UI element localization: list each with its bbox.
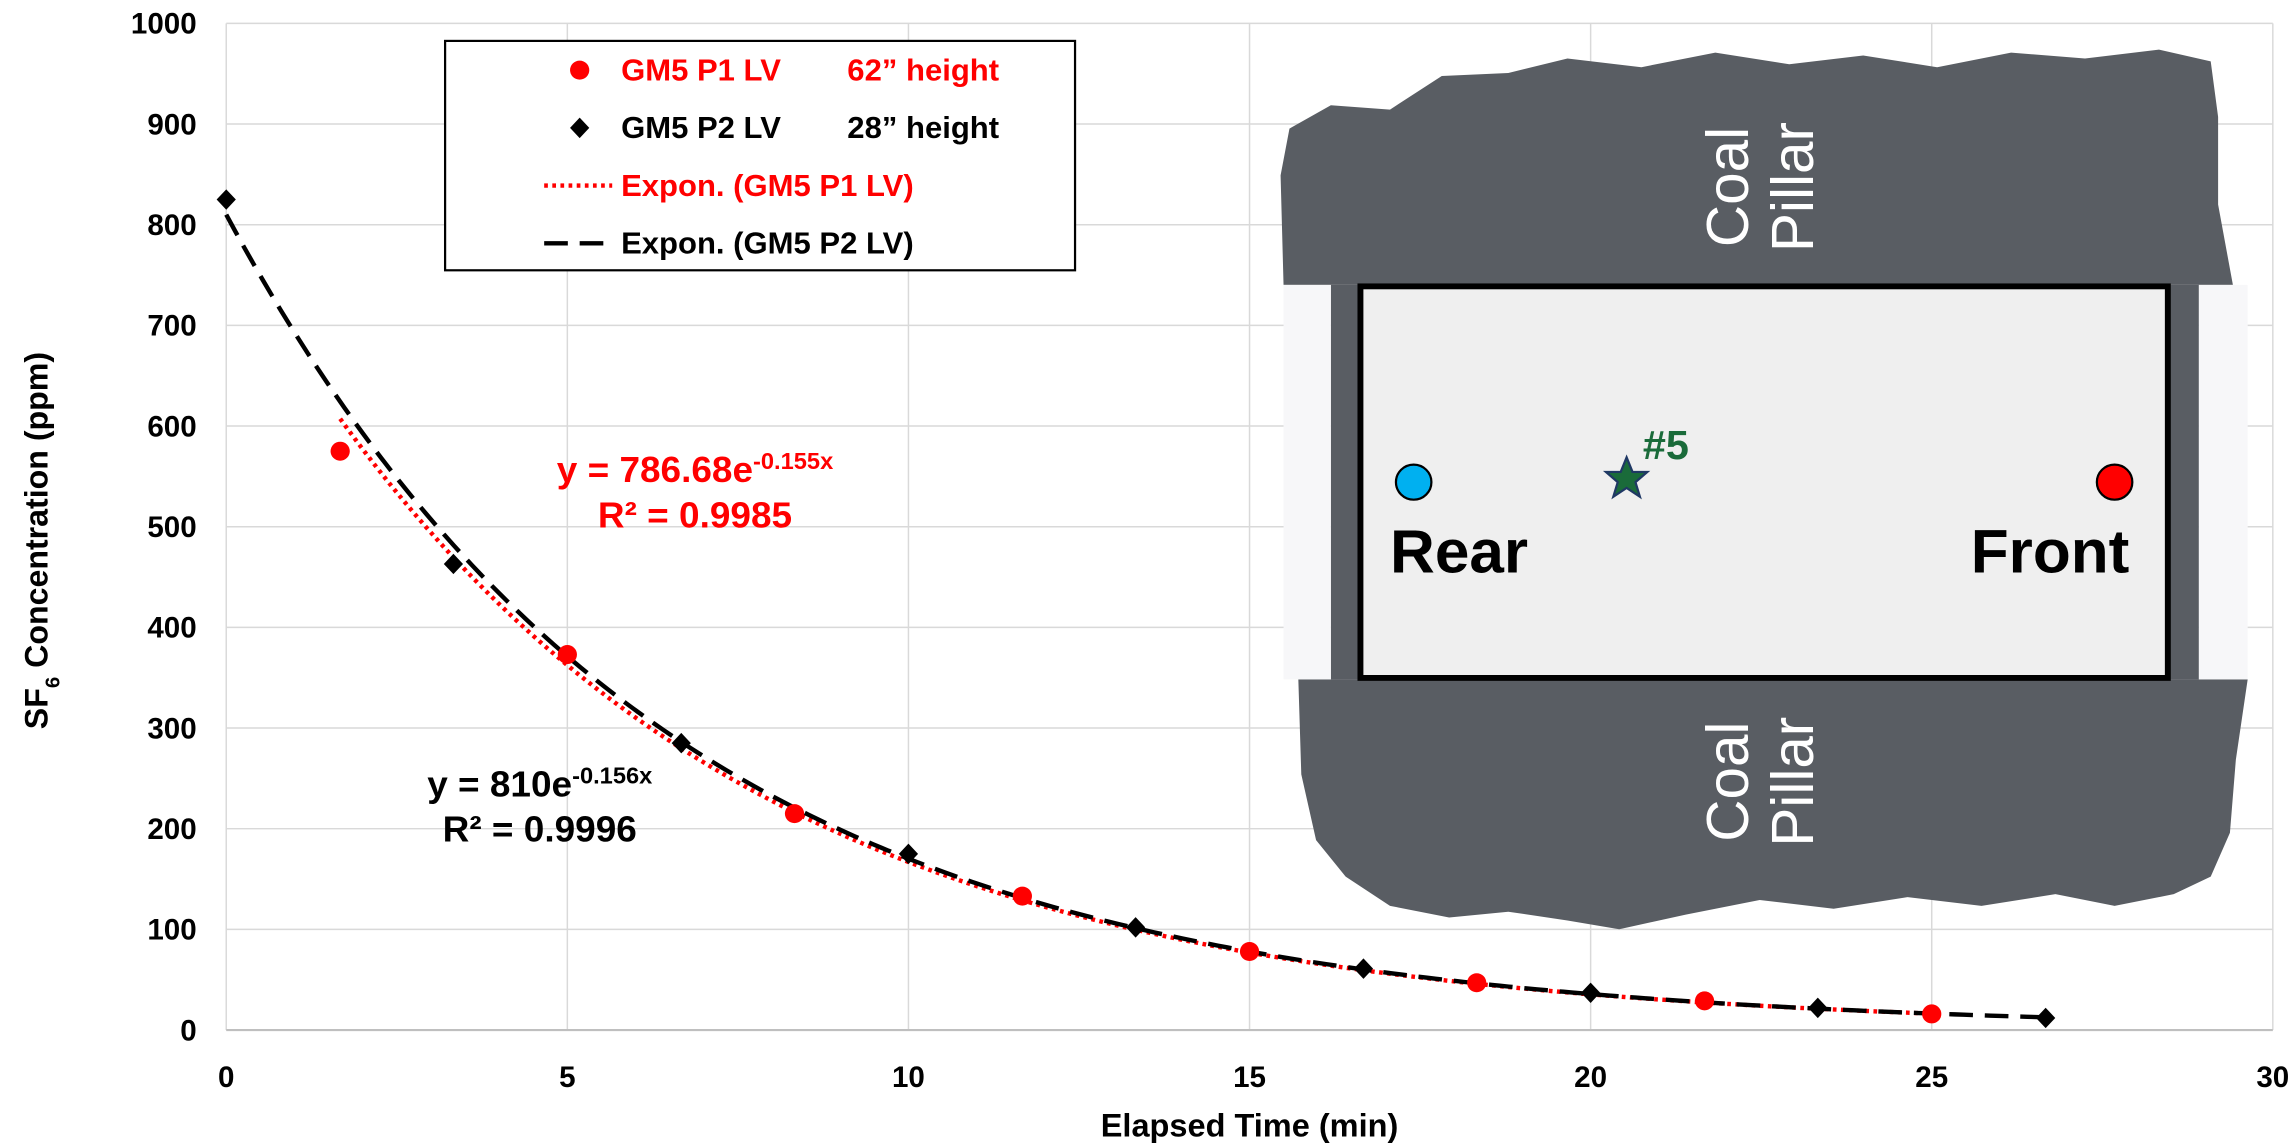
bottom-pillar-label: Coal Pillar (1696, 717, 1826, 847)
y-tick-label: 1000 (131, 8, 197, 41)
pillar-right-wall (2169, 284, 2199, 680)
y-axis-title-part: SF (18, 688, 54, 729)
y-tick-label: 300 (147, 712, 196, 745)
y-tick-label: 500 (147, 511, 196, 544)
y-tick-label: 800 (147, 209, 196, 242)
y-axis-title-part: Concentration (ppm) (18, 352, 54, 677)
data-point (898, 843, 919, 865)
y-tick-label: 600 (147, 410, 196, 443)
legend-label: Expon. (GM5 P2 LV) (621, 226, 914, 261)
coal-pillar-top (1280, 49, 2233, 285)
data-point (2036, 1007, 2056, 1029)
trend-r2: R² = 0.9996 (443, 809, 637, 850)
x-tick-label: 5 (559, 1061, 575, 1094)
equation-exponent: -0.156x (572, 762, 652, 788)
location-label: #5 (1643, 422, 1689, 468)
y-tick-label: 200 (147, 813, 196, 846)
rear-sampler (1394, 463, 1433, 501)
data-point (443, 553, 464, 575)
legend-marker (570, 60, 590, 80)
coal-pillar-bottom (1298, 679, 2248, 930)
top-pillar-label: Coal Pillar (1696, 122, 1826, 252)
legend-label: Expon. (GM5 P1 LV) (621, 168, 914, 203)
legend-label: GM5 P2 LV (621, 110, 781, 145)
x-tick-label: 15 (1233, 1061, 1266, 1094)
x-tick-label: 10 (892, 1061, 925, 1094)
trend-r2: R² = 0.9985 (598, 495, 792, 536)
data-point (1581, 982, 1601, 1004)
data-point (1353, 958, 1374, 979)
x-tick-label: 25 (1915, 1061, 1948, 1094)
x-tick-label: 20 (1574, 1061, 1607, 1094)
equation-base: y = 786.68e (557, 449, 753, 490)
equation-base: y = 810e (427, 763, 572, 804)
data-point (1125, 917, 1146, 938)
x-axis-title: Elapsed Time (min) (1101, 1108, 1399, 1144)
legend-label: GM5 P1 LV (621, 53, 781, 88)
trend-equation: y = 786.68e-0.155x (557, 448, 833, 490)
legend-note: 28” height (847, 110, 999, 145)
legend-box (443, 39, 1077, 272)
data-point (1467, 973, 1487, 993)
pillar-word: Pillar (1761, 122, 1826, 252)
data-point (1239, 942, 1260, 962)
inset-diagram: #5 Rear Front Coal Pillar Coal Pillar (1280, 49, 2248, 930)
data-point (557, 645, 577, 665)
location-star (1602, 454, 1651, 500)
pillar-left-wall (1330, 284, 1361, 680)
data-point (671, 732, 691, 754)
trend-equation: y = 810e-0.156x (427, 762, 652, 804)
trendline (224, 213, 2046, 1020)
entry-right (2198, 284, 2248, 680)
pillar-word: Pillar (1761, 717, 1826, 847)
data-point (1922, 1004, 1942, 1024)
front-sampler (2095, 463, 2134, 501)
rear-label: Rear (1390, 518, 1528, 587)
y-axis-title-part: 6 (41, 677, 64, 688)
y-tick-label: 900 (147, 108, 196, 141)
entry-left (1283, 284, 1331, 680)
legend-note: 62” height (847, 53, 999, 88)
x-tick-label: 0 (218, 1061, 234, 1094)
data-point (1808, 997, 1828, 1019)
front-label: Front (1971, 518, 2130, 587)
pillar-word: Coal (1696, 722, 1761, 842)
data-point (216, 189, 236, 210)
y-axis-title: SF6 Concentration (ppm) (18, 352, 64, 729)
y-tick-label: 100 (147, 914, 196, 947)
y-tick-label: 0 (180, 1014, 196, 1047)
data-point (784, 804, 805, 824)
equation-exponent: -0.155x (753, 448, 833, 474)
pillar-word: Coal (1696, 127, 1761, 247)
x-tick-label: 30 (2256, 1061, 2289, 1094)
room (1357, 283, 2171, 681)
data-point (1694, 991, 1715, 1011)
y-tick-label: 400 (147, 612, 196, 645)
data-point (330, 441, 350, 461)
y-tick-label: 700 (147, 310, 196, 343)
data-point (1012, 886, 1032, 906)
